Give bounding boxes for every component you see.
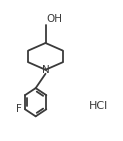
Text: HCl: HCl	[89, 102, 108, 111]
Text: N: N	[42, 65, 49, 75]
Text: F: F	[16, 104, 22, 114]
Text: OH: OH	[47, 14, 63, 24]
